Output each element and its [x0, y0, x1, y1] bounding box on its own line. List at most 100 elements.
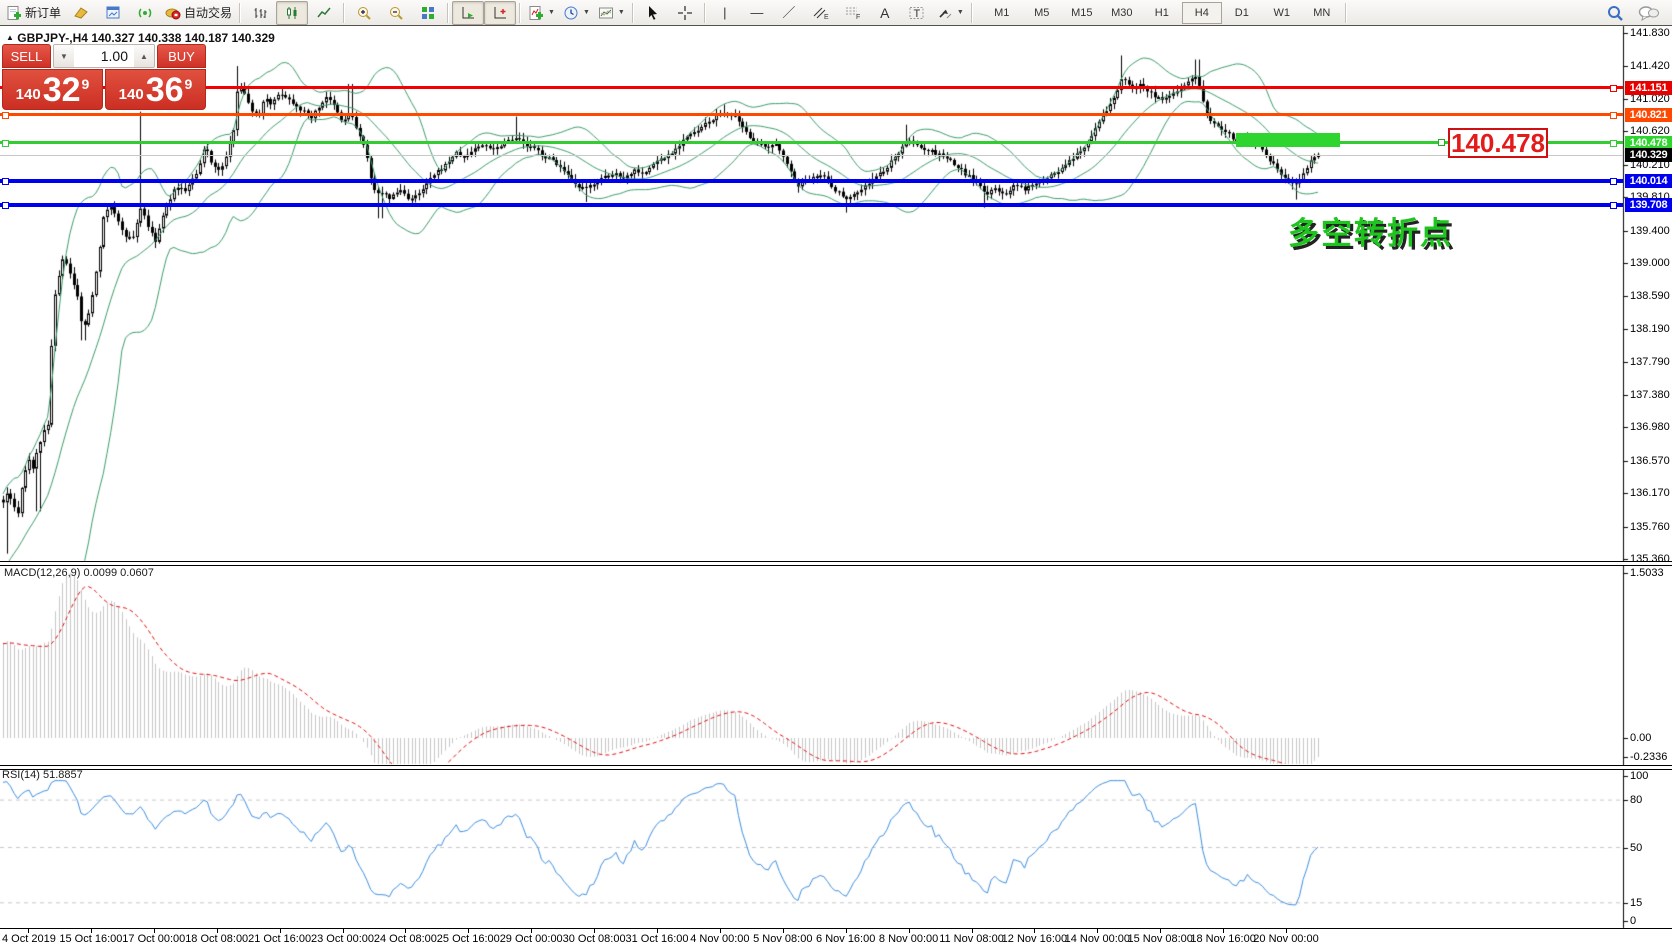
hline-support-139708[interactable] — [0, 202, 1623, 210]
timeframe-button-H1[interactable]: H1 — [1154, 6, 1169, 19]
text-button[interactable]: A — [869, 1, 901, 25]
zoom-in-button[interactable] — [348, 1, 380, 25]
templates-button[interactable]: ▼ — [594, 1, 629, 25]
chart-shift-button[interactable] — [484, 0, 517, 25]
line-anchor-r[interactable] — [1610, 177, 1617, 185]
line-anchor-l[interactable] — [2, 111, 9, 119]
line-chart-icon — [317, 7, 331, 17]
auto-scroll-button[interactable] — [452, 0, 485, 25]
trendline-button[interactable]: ／ — [773, 1, 805, 25]
line-anchor-r[interactable] — [1610, 84, 1617, 92]
zoom-out-icon — [390, 6, 403, 20]
cursor-button[interactable] — [637, 1, 669, 25]
indicators-button[interactable]: ▼ — [524, 1, 559, 25]
time-tick — [28, 929, 29, 933]
sell-quote-button[interactable]: 140 32 9 — [2, 69, 103, 110]
hline-resistance-141151[interactable] — [0, 84, 1623, 92]
line-anchor-r[interactable] — [1610, 139, 1617, 147]
new-chart-icon — [106, 6, 120, 18]
profiles-button[interactable] — [65, 1, 97, 25]
indicators-dropdown-arrow[interactable]: ▼ — [548, 9, 555, 16]
line-anchor-l[interactable] — [2, 177, 9, 185]
signals-button[interactable] — [129, 1, 161, 25]
hline-support-140014[interactable] — [0, 177, 1623, 185]
vertical-line-icon: | — [723, 5, 727, 20]
time-label-0: 4 Oct 2019 — [2, 933, 56, 945]
autotrade-icon — [165, 8, 181, 19]
macd-axis--0.2336: -0.2336 — [1630, 751, 1668, 763]
timeframe-button-M15[interactable]: M15 — [1071, 6, 1093, 19]
timeframe-button-M5[interactable]: M5 — [1034, 6, 1050, 19]
label-button[interactable]: T — [901, 1, 933, 25]
sell-button[interactable]: SELL — [2, 44, 51, 68]
new-order-icon — [7, 5, 21, 20]
buy-quote-button[interactable]: 140 36 9 — [105, 69, 206, 110]
timeframe-button-MN[interactable]: MN — [1313, 6, 1331, 19]
price-tick-137.790: 137.790 — [1630, 355, 1670, 368]
label-icon: T — [909, 6, 924, 20]
channel-button[interactable]: E — [805, 1, 837, 25]
search-icon[interactable] — [1606, 4, 1624, 22]
crosshair-button[interactable] — [669, 1, 701, 25]
periods-button[interactable]: ▼ — [559, 1, 594, 25]
vertical-line-button[interactable]: | — [709, 1, 741, 25]
line-anchor-r[interactable] — [1610, 111, 1617, 119]
timeframe-button-D1[interactable]: D1 — [1234, 6, 1249, 19]
trendline-icon: ／ — [782, 5, 796, 20]
time-tick — [1034, 929, 1036, 933]
bar-chart-button[interactable] — [244, 1, 276, 25]
tile-windows-icon — [422, 6, 435, 19]
volume-decrease-button[interactable]: ▼ — [54, 45, 74, 67]
time-axis[interactable]: 4 Oct 2019 15 Oct 16:00 17 Oct 00:00 18 Oct… — [0, 928, 1672, 949]
line-anchor-l[interactable] — [2, 139, 9, 147]
timeframe-button-M30[interactable]: M30 — [1111, 6, 1133, 19]
price-flag-140.821: 140.821 — [1625, 107, 1672, 122]
periods-dropdown-arrow[interactable]: ▼ — [582, 9, 590, 16]
timeframe-button-M1[interactable]: M1 — [994, 6, 1010, 19]
timeframe-button-H4[interactable]: H4 — [1181, 1, 1222, 24]
autotrade-button[interactable]: 自动交易 — [161, 1, 236, 25]
line-anchor-l[interactable] — [2, 202, 9, 210]
time-tick — [657, 929, 658, 933]
pane-separator-main-macd[interactable] — [0, 561, 1672, 566]
volume-input[interactable] — [74, 45, 134, 67]
candlestick-chart-button[interactable] — [276, 0, 309, 25]
zoom-out-button[interactable] — [380, 1, 412, 25]
time-tick — [90, 929, 92, 933]
time-label-7: 25 Oct 16:00 — [436, 933, 500, 945]
volume-increase-button[interactable]: ▲ — [134, 45, 154, 67]
chat-icon[interactable] — [1638, 4, 1660, 22]
price-callout-box[interactable]: 140.478 — [1448, 128, 1548, 158]
rsi-axis-15: 15 — [1630, 897, 1643, 909]
horizontal-line-button[interactable]: — — [741, 1, 773, 25]
time-tick — [531, 929, 533, 933]
buy-button[interactable]: BUY — [157, 44, 206, 68]
tile-windows-button[interactable] — [412, 1, 444, 25]
crosshair-icon — [677, 5, 692, 20]
fibonacci-button[interactable]: F — [837, 1, 869, 25]
hline-resistance-140821[interactable] — [0, 111, 1623, 119]
callout-anchor-handle[interactable] — [1438, 139, 1445, 146]
time-tick — [216, 929, 218, 933]
arrows-button[interactable]: ▼ — [933, 1, 968, 25]
new-order-button[interactable]: 新订单 — [2, 1, 65, 25]
line-anchor-r[interactable] — [1610, 202, 1617, 210]
arrows-dropdown-arrow[interactable]: ▼ — [956, 9, 964, 16]
price-tick-136.980: 136.980 — [1630, 421, 1670, 434]
pane-separator-macd-rsi[interactable] — [0, 765, 1672, 770]
new-order-label: 新订单 — [25, 6, 62, 20]
hline-pivot-140478[interactable] — [0, 139, 1623, 147]
line-chart-button[interactable] — [308, 1, 340, 25]
time-tick — [153, 929, 155, 933]
new-chart-button[interactable] — [97, 1, 129, 25]
sell-price-prefix: 140 — [15, 86, 41, 103]
green-highlight-rectangle[interactable] — [1236, 133, 1340, 147]
price-tick-136.170: 136.170 — [1630, 487, 1670, 500]
templates-dropdown-arrow[interactable]: ▼ — [617, 9, 625, 16]
svg-text:T: T — [913, 8, 920, 20]
current-price-line — [0, 154, 1623, 156]
panel-collapse-arrow[interactable]: ▲ — [6, 33, 14, 42]
chinese-annotation-text[interactable]: 多空转折点 — [1288, 216, 1453, 251]
timeframe-button-W1[interactable]: W1 — [1273, 6, 1291, 19]
